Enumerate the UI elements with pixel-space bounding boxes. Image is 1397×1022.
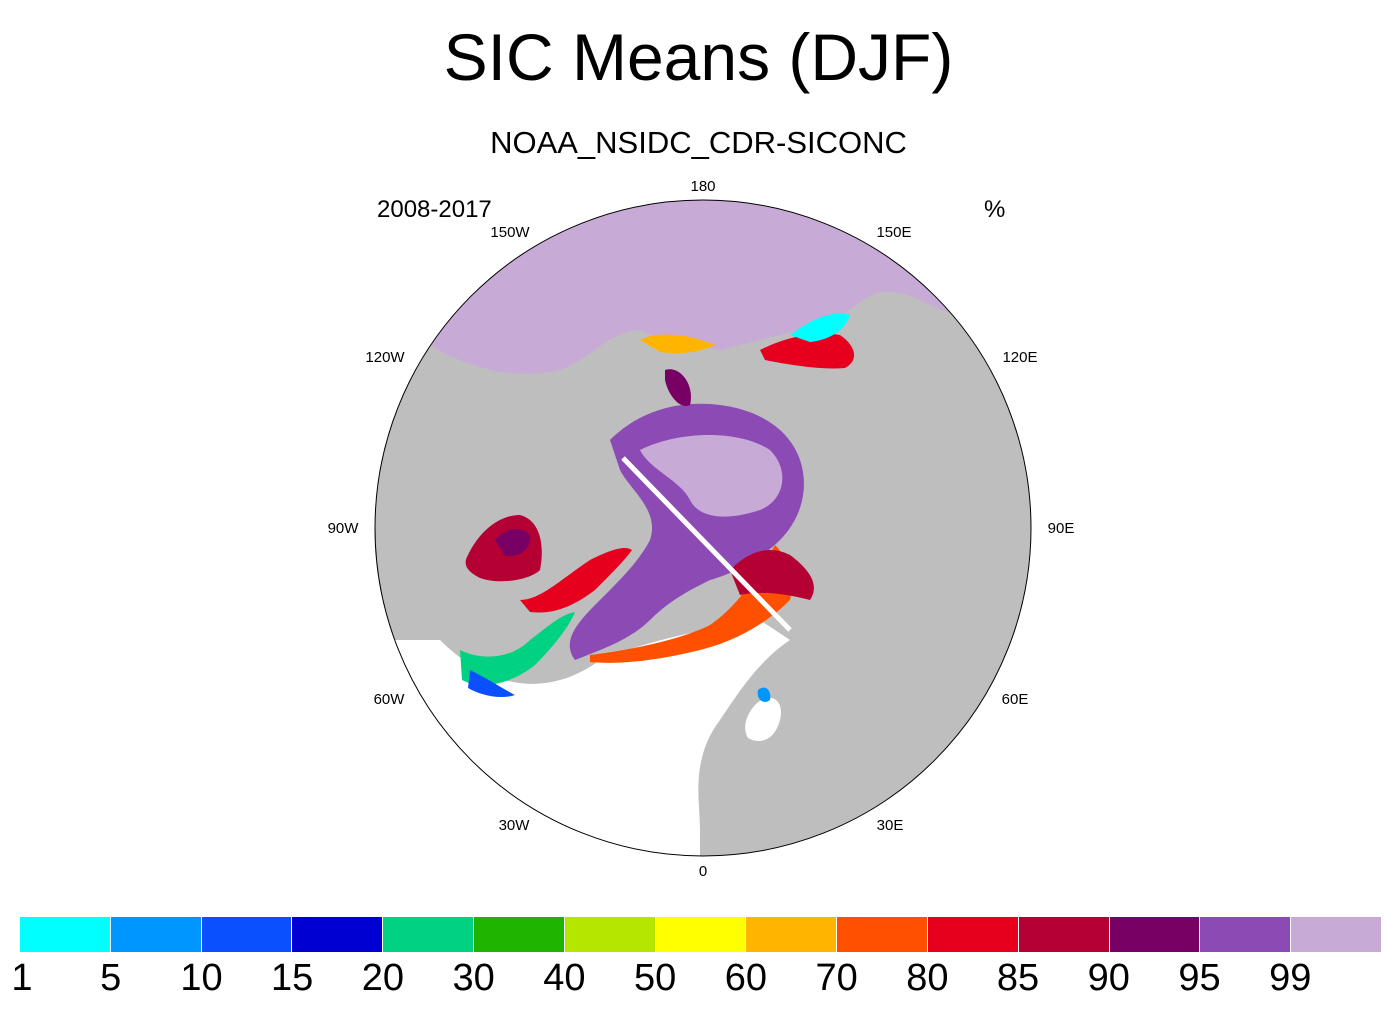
colorbar-label: 5 (100, 957, 122, 999)
colorbar-box (1291, 917, 1381, 952)
barents-margin (590, 545, 792, 663)
labrador-margin (460, 612, 575, 685)
chukchi-margin (640, 334, 715, 354)
gulf-bothnia-ice (757, 687, 771, 702)
lon-label-top-left: 150W (490, 224, 530, 241)
map-border (374, 199, 1032, 857)
colorbar-label: 99 (1269, 957, 1312, 999)
colorbar-box (473, 917, 565, 952)
baffin-margin (520, 548, 632, 613)
colorbar-label: 30 (452, 957, 495, 999)
pole-hole-line (621, 456, 792, 632)
colorbar-box (564, 917, 656, 952)
units-label: % (984, 196, 1006, 223)
lon-label-lower-left: 60W (374, 691, 406, 708)
colorbar-label: 80 (906, 957, 949, 999)
period-label: 2008-2017 (377, 196, 492, 223)
bering-core (665, 369, 691, 406)
colorbar-box (1200, 917, 1292, 952)
colorbar-label: 95 (1178, 957, 1221, 999)
colorbar-label: 40 (543, 957, 586, 999)
colorbar-label: 50 (633, 957, 677, 999)
colorbar-label: 10 (180, 957, 223, 999)
colorbar-box (20, 917, 111, 952)
colorbar-label: 90 (1087, 957, 1130, 999)
lon-label-upper-right: 120E (1002, 349, 1037, 366)
map-content (375, 200, 1031, 856)
colorbar-label: 1 (11, 957, 33, 999)
map-subtitle: NOAA_NSIDC_CDR-SICONC (490, 125, 907, 160)
colorbar-label: 70 (815, 957, 858, 999)
colorbar-box (655, 917, 747, 952)
colorbar (20, 917, 1381, 952)
colorbar-box (201, 917, 293, 952)
hudson-bay-core (495, 528, 531, 557)
lon-label-left: 90W (328, 520, 360, 537)
colorbar-label: 15 (271, 957, 314, 999)
colorbar-box (292, 917, 384, 952)
map-title: SIC Means (DJF) (443, 20, 954, 94)
colorbar-label: 85 (996, 957, 1040, 999)
polar-map: 180 150W 150E 120W 120E 90W 90E 60W 60E … (328, 178, 1075, 880)
lon-label-lower-right: 60E (1002, 691, 1029, 708)
colorbar-box (927, 917, 1019, 952)
colorbar-label: 20 (361, 957, 405, 999)
lon-label-bottom-right: 30E (877, 817, 904, 834)
colorbar-box (1109, 917, 1201, 952)
colorbar-box (746, 917, 838, 952)
okhotsk-ice (760, 333, 855, 369)
okhotsk-edge (790, 313, 850, 342)
lon-label-upper-left: 120W (365, 349, 405, 366)
lon-label-right: 90E (1048, 520, 1075, 537)
colorbar-box (383, 917, 474, 952)
lon-label-top-right: 150E (876, 224, 911, 241)
labrador-edge (468, 670, 515, 698)
colorbar-box (110, 917, 202, 952)
lon-label-top: 180 (690, 178, 715, 195)
baltic-sea (745, 697, 781, 741)
colorbar-box (837, 917, 928, 952)
lon-label-bottom: 0 (699, 863, 707, 880)
lon-label-bottom-left: 30W (499, 817, 531, 834)
colorbar-box (1018, 917, 1110, 952)
colorbar-label: 60 (724, 957, 767, 999)
inner-pack-ice (640, 435, 783, 517)
